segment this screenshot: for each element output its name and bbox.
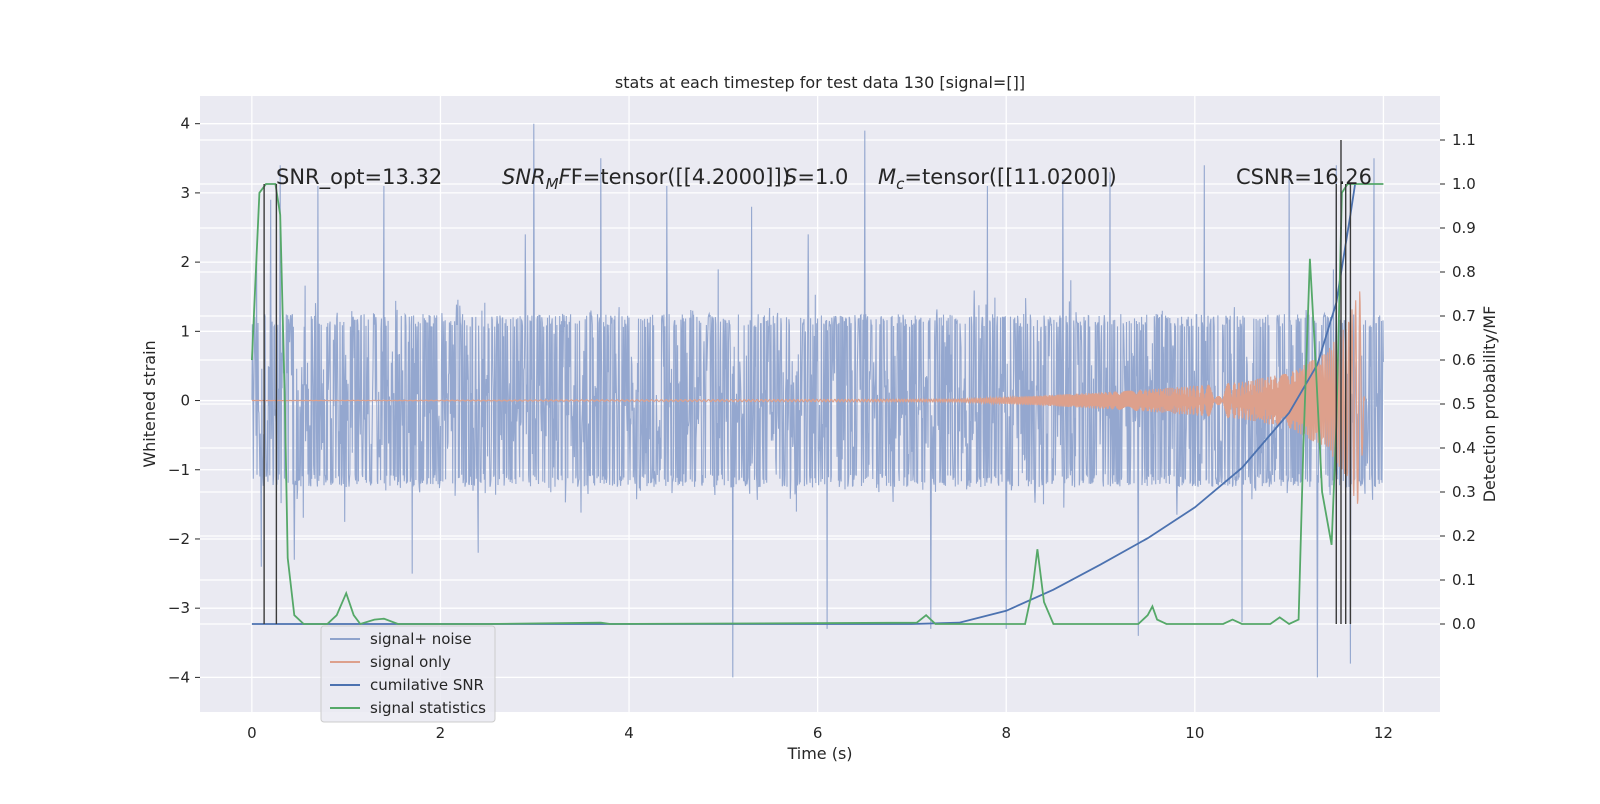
annotation-snr-mf-main: SNR xyxy=(502,165,546,189)
annotation-snr-mf-value: F=tensor([[4.2000]]) xyxy=(571,165,790,189)
y-axis-right-ticks: 0.0 0.1 0.2 0.3 0.4 0.5 0.6 0.7 0.8 0.9 1.0 1.1 xyxy=(1440,131,1476,633)
y-right-tick-label-8: 0.8 xyxy=(1452,263,1476,281)
series-signal-noise xyxy=(251,123,1384,678)
x-tick-label-4: 8 xyxy=(1001,724,1011,742)
annotation-csnr: CSNR=16.26 xyxy=(1236,165,1372,189)
y-left-tick-label-0: −4 xyxy=(168,668,190,686)
y-right-tick-label-2: 0.2 xyxy=(1452,527,1476,545)
annotation-snr-mf-f: F xyxy=(559,165,572,189)
y-left-tick-label-6: 2 xyxy=(180,253,190,271)
series-layer xyxy=(251,123,1384,678)
legend-label-signal-only: signal only xyxy=(370,653,451,671)
annotation-snr-opt: SNR_opt=13.32 xyxy=(276,165,442,190)
legend-label-signal-noise: signal+ noise xyxy=(370,630,472,648)
series-cumulative-snr xyxy=(251,183,1356,625)
y-left-tick-label-5: 1 xyxy=(180,322,190,340)
legend-label-signal-statistics: signal statistics xyxy=(370,699,486,717)
x-tick-label-3: 6 xyxy=(813,724,823,742)
y-right-tick-label-11: 1.1 xyxy=(1452,131,1476,149)
y-right-tick-label-5: 0.5 xyxy=(1452,395,1476,413)
annotation-snr-mf-sub: M xyxy=(546,175,559,193)
legend-label-cumulative-snr: cumilative SNR xyxy=(370,676,484,694)
x-tick-label-5: 10 xyxy=(1185,724,1204,742)
x-tick-label-6: 12 xyxy=(1374,724,1393,742)
x-axis-ticks: 0 2 4 6 8 10 12 xyxy=(247,724,1393,742)
legend: signal+ noise signal only cumilative SNR… xyxy=(320,625,496,723)
series-signal-only xyxy=(251,291,1366,504)
annotation-mc: Mc=tensor([[11.0200]) xyxy=(878,165,1117,193)
vertical-markers xyxy=(263,140,1352,624)
y-axis-right-label: Detection probability/MF xyxy=(1480,306,1499,503)
y-axis-left-label: Whitened strain xyxy=(140,340,159,467)
y-axis-left-ticks: −4 −3 −2 −1 0 1 2 3 4 xyxy=(168,115,200,686)
annotation-s-label: S xyxy=(784,165,797,189)
y-right-tick-label-7: 0.7 xyxy=(1452,307,1476,325)
legend-frame xyxy=(320,625,496,723)
y-left-tick-label-8: 4 xyxy=(180,115,190,133)
y-right-tick-label-0: 0.0 xyxy=(1452,615,1476,633)
series-signal-statistics xyxy=(251,183,1384,626)
y-right-tick-label-3: 0.3 xyxy=(1452,483,1476,501)
chart-title: stats at each timestep for test data 130… xyxy=(615,73,1025,92)
annotation-s-value: =1.0 xyxy=(797,165,848,189)
y-right-tick-label-10: 1.0 xyxy=(1452,175,1476,193)
annotation-mc-label: M xyxy=(878,165,896,189)
annotation-mc-sub: c xyxy=(896,175,905,193)
y-left-tick-label-3: −1 xyxy=(168,461,190,479)
x-axis-label: Time (s) xyxy=(786,744,852,763)
x-tick-label-2: 4 xyxy=(624,724,634,742)
y-right-tick-label-4: 0.4 xyxy=(1452,439,1476,457)
x-tick-label-1: 2 xyxy=(436,724,446,742)
x-tick-label-0: 0 xyxy=(247,724,257,742)
y-right-tick-label-1: 0.1 xyxy=(1452,571,1476,589)
y-left-tick-label-4: 0 xyxy=(180,392,190,410)
annotation-mc-value: =tensor([[11.0200]) xyxy=(904,165,1116,189)
y-left-tick-label-1: −3 xyxy=(168,599,190,617)
y-right-tick-label-9: 0.9 xyxy=(1452,219,1476,237)
y-left-tick-label-2: −2 xyxy=(168,530,190,548)
annotation-snr-mf: SNRMFF=tensor([[4.2000]]) xyxy=(502,165,790,193)
y-left-tick-label-7: 3 xyxy=(180,184,190,202)
annotation-s: S=1.0 xyxy=(784,165,848,189)
y-right-tick-label-6: 0.6 xyxy=(1452,351,1476,369)
